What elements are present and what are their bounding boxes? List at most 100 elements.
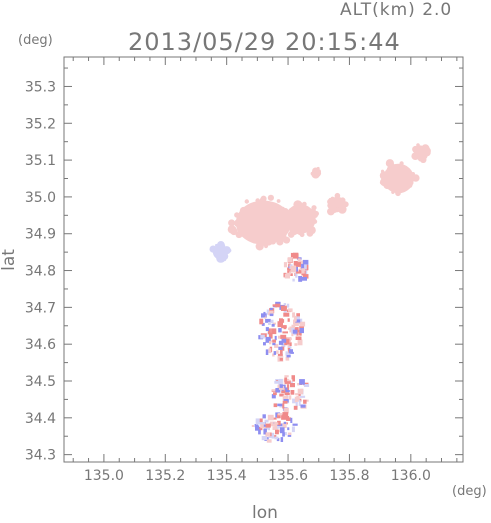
echo-region-ne-cell-2 <box>411 143 431 163</box>
echo-pixel <box>287 432 292 435</box>
echo-edge <box>295 229 301 235</box>
echo-pixel <box>291 426 295 433</box>
echo-edge <box>307 209 313 216</box>
echo-pixel <box>275 388 281 393</box>
echo-pixel <box>301 268 305 274</box>
echo-edge <box>416 143 420 147</box>
echo-pixel <box>286 338 290 345</box>
echo-edge <box>412 145 419 153</box>
echo-edge <box>388 163 396 171</box>
echo-edge <box>239 206 248 215</box>
echo-pixel <box>259 422 266 425</box>
echo-pixel <box>303 399 307 404</box>
echo-pixel <box>299 260 304 266</box>
echo-edge <box>219 243 226 249</box>
echo-pixel <box>295 402 298 407</box>
echo-pixel <box>280 427 285 434</box>
echo-edge <box>334 192 341 199</box>
echo-pixel <box>287 270 291 274</box>
echo-edge <box>331 206 338 213</box>
echo-edge <box>330 196 335 201</box>
echo-edge <box>341 197 346 203</box>
echo-pixel <box>263 428 267 435</box>
echo-pixel <box>285 390 290 393</box>
echo-edge <box>399 161 404 166</box>
echo-pixel <box>278 346 283 350</box>
echo-pixel <box>302 274 309 279</box>
y-tick-label: 35.1 <box>25 153 56 169</box>
echo-pixel <box>268 333 273 339</box>
echo-pixel <box>277 321 283 328</box>
x-axis-label: lon <box>252 503 278 523</box>
echo-pixel <box>284 375 289 378</box>
echo-edge <box>209 245 217 253</box>
echo-pixel <box>287 343 291 349</box>
echo-pixel <box>258 427 263 431</box>
echo-edge <box>276 238 284 246</box>
y-tick-label: 34.9 <box>25 227 56 243</box>
echo-pixel <box>251 425 254 427</box>
echo-pixel <box>265 349 269 355</box>
echo-pixel <box>280 334 287 339</box>
echo-pixel <box>274 335 277 341</box>
y-tick-label: 34.8 <box>25 264 56 280</box>
echo-edge <box>327 198 334 206</box>
echo-edge <box>228 219 236 227</box>
x-tick-label: 135.2 <box>145 468 185 484</box>
echo-pixel <box>276 350 279 354</box>
echo-pixel <box>287 427 290 431</box>
echo-pixel <box>268 427 270 431</box>
echo-pixel <box>293 405 298 410</box>
echo-pixel <box>279 384 283 388</box>
echo-edge <box>303 206 309 212</box>
echo-pixel <box>272 339 276 343</box>
echo-pixel <box>290 252 294 258</box>
echo-edge <box>279 228 284 233</box>
echo-pixel <box>290 381 293 384</box>
echo-pixel <box>289 383 295 388</box>
echo-pixel <box>265 432 271 437</box>
echo-pixel <box>284 432 287 436</box>
echo-pixel <box>264 419 269 423</box>
echo-region-main-echo-east <box>281 200 319 238</box>
echo-pixel <box>280 305 287 311</box>
echo-pixel <box>288 349 293 354</box>
echo-pixel <box>272 417 277 420</box>
echo-pixel <box>272 353 275 357</box>
echo-edge <box>393 185 400 192</box>
echo-edge <box>253 234 261 241</box>
echo-pixel <box>273 435 277 438</box>
echo-pixel <box>276 437 280 442</box>
echo-pixel <box>290 390 295 395</box>
echo-pixel <box>299 379 305 385</box>
echo-pixel <box>285 379 292 383</box>
echo-pixel <box>297 383 300 386</box>
echo-pixel <box>281 390 286 394</box>
echo-pixel <box>269 423 276 427</box>
echo-edge <box>255 198 260 203</box>
x-tick-label: 135.0 <box>84 468 124 484</box>
echo-pixel <box>259 318 264 325</box>
echo-pixel <box>291 324 296 329</box>
echo-pixel <box>295 272 298 278</box>
echo-pixel <box>304 384 310 387</box>
echo-pixel <box>294 343 298 346</box>
echo-edge <box>411 172 415 176</box>
echo-edge <box>251 205 256 210</box>
y-tick-label: 34.4 <box>25 411 56 427</box>
echo-pixel <box>278 340 284 345</box>
x-tick-label: 135.6 <box>268 468 308 484</box>
timestamp-title: 2013/05/29 20:15:44 <box>128 28 401 56</box>
echo-pixel <box>272 389 276 392</box>
echo-region-west-cell <box>209 241 232 263</box>
echo-pixel <box>283 262 288 268</box>
echo-pixel <box>295 393 300 396</box>
echo-region-south-cluster-1 <box>258 301 306 362</box>
y-tick-label: 34.3 <box>25 448 56 464</box>
echo-pixel <box>265 336 271 343</box>
echo-pixel <box>302 259 309 265</box>
echo-edge <box>411 152 420 161</box>
echo-edge <box>246 231 255 240</box>
echo-pixel <box>290 265 297 270</box>
echo-pixel <box>274 436 279 440</box>
